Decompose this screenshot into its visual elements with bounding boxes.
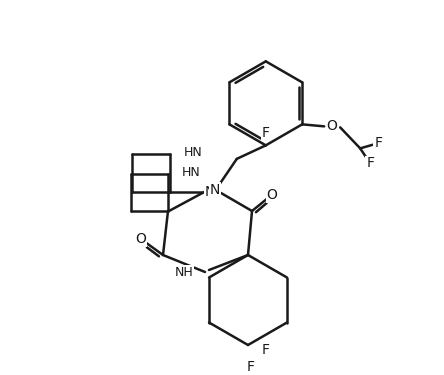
Text: F: F — [366, 156, 374, 170]
Text: NH: NH — [174, 266, 193, 279]
Text: O: O — [135, 232, 147, 246]
Text: HN: HN — [184, 146, 203, 159]
Text: N: N — [210, 183, 220, 197]
Text: O: O — [266, 188, 278, 202]
Text: F: F — [247, 360, 255, 374]
Text: N: N — [205, 185, 215, 199]
Text: O: O — [327, 119, 337, 134]
Text: F: F — [374, 136, 382, 150]
Text: HN: HN — [182, 166, 201, 180]
Text: F: F — [262, 343, 270, 357]
Text: F: F — [262, 126, 270, 140]
